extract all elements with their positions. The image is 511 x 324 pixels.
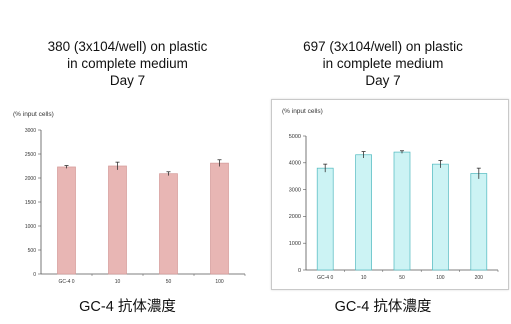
x-tick-label: 10	[361, 275, 367, 281]
bar-chart-right: 0 1000 2000 3000 4000 5000 GC-4 0 10 50 100 200	[289, 134, 499, 281]
chart-title-left: 380 (3x104/well) on plastic in complete …	[0, 38, 255, 89]
bar	[393, 151, 411, 271]
y-tick-label: 1000	[289, 241, 301, 247]
x-axis-caption: GC-4 抗体濃度	[79, 299, 176, 315]
chart-title-line: Day 7	[109, 73, 146, 88]
chart-title-line: Day 7	[365, 73, 401, 88]
y-tick-label: 2000	[289, 214, 301, 220]
chart-title-line: in complete medium	[67, 56, 188, 71]
y-tick-label: 2500	[25, 152, 36, 158]
y-tick-label: 5000	[289, 134, 301, 140]
x-tick-label: GC-4 0	[58, 279, 74, 285]
x-tick-label: 10	[115, 279, 121, 285]
y-axis-label: (% input cells)	[13, 111, 54, 118]
bar	[210, 162, 229, 275]
bar	[316, 167, 334, 271]
y-tick-label: 1500	[25, 200, 36, 206]
y-tick-label: 3000	[289, 187, 301, 193]
x-axis-caption: GC-4 抗体濃度	[334, 299, 432, 315]
y-tick-label: 2000	[25, 176, 36, 182]
bar-chart-left: 0 500 1000 1500 2000 2500 3000 GC-4 0 10 50 100	[25, 128, 246, 285]
chart-title-line: 697 (3x104/well) on plastic	[303, 39, 463, 54]
y-tick-label: 0	[33, 272, 36, 278]
x-tick-label: 100	[436, 275, 445, 281]
y-tick-label: 500	[28, 248, 37, 254]
bar	[159, 173, 178, 275]
y-tick-label: 4000	[289, 161, 301, 167]
chart-frame-right: (% input cells) 0 1000 2000 3000 4000 5000 GC-…	[271, 99, 509, 290]
chart-frame-left: (% input cells) 0 500 1000 1500 2000 2500 3000…	[7, 110, 253, 288]
bar	[355, 154, 372, 271]
x-tick-label: 50	[399, 275, 405, 281]
bar	[57, 166, 76, 275]
x-tick-label: 50	[166, 279, 172, 285]
x-tick-label: 100	[215, 279, 224, 285]
chart-title-line: 380 (3x104/well) on plastic	[47, 39, 208, 54]
x-tick-label: 200	[475, 275, 484, 281]
chart-panel-left: 380 (3x104/well) on plastic in complete …	[0, 0, 255, 324]
chart-panel-right: 697 (3x104/well) on plastic in complete …	[255, 0, 511, 324]
y-tick-label: 3000	[25, 128, 36, 134]
bar	[432, 163, 449, 271]
chart-title-line: in complete medium	[322, 56, 444, 71]
bar	[108, 165, 127, 275]
chart-title-right: 697 (3x104/well) on plastic in complete …	[255, 38, 511, 89]
bar	[470, 173, 488, 271]
y-axis-label: (% input cells)	[282, 108, 323, 115]
y-tick-label: 1000	[25, 224, 36, 230]
y-tick-label: 0	[298, 268, 301, 274]
x-tick-label: GC-4 0	[317, 275, 333, 281]
